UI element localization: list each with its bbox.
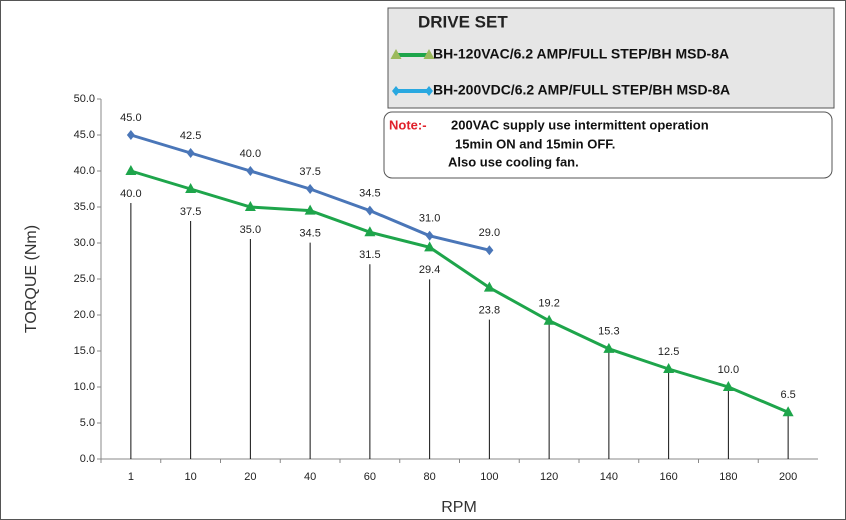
point xyxy=(306,184,315,194)
point xyxy=(185,183,197,193)
note-label: Note:- xyxy=(389,117,427,132)
point xyxy=(392,86,400,96)
data-label: 12.5 xyxy=(658,346,679,358)
point xyxy=(125,165,137,175)
y-tick-label: 15.0 xyxy=(74,345,95,357)
note-line: 200VAC supply use intermittent operation xyxy=(451,117,709,132)
y-axis-title: TORQUE (Nm) xyxy=(23,225,40,333)
data-label: 40.0 xyxy=(240,148,261,160)
point xyxy=(186,148,195,158)
legend-title: DRIVE SET xyxy=(418,12,508,31)
point xyxy=(543,314,555,325)
y-tick-label: 50.0 xyxy=(74,93,95,105)
y-tick-label: 0.0 xyxy=(80,453,95,465)
x-tick-label: 120 xyxy=(540,471,558,483)
point xyxy=(663,363,675,373)
point xyxy=(424,241,436,252)
y-tick-label: 25.0 xyxy=(74,273,95,285)
x-tick-label: 200 xyxy=(779,471,797,483)
y-tick-label: 40.0 xyxy=(74,165,95,177)
point xyxy=(246,166,255,176)
note-line: Also use cooling fan. xyxy=(448,154,579,169)
x-axis-title: RPM xyxy=(441,499,477,516)
data-label: 31.5 xyxy=(359,249,380,261)
point xyxy=(425,230,434,241)
point xyxy=(364,226,376,237)
point xyxy=(423,49,435,59)
data-label: 35.0 xyxy=(240,224,261,236)
note-box xyxy=(383,111,833,179)
point xyxy=(244,201,256,211)
point xyxy=(390,49,402,59)
x-tick-label: 1 xyxy=(128,471,134,483)
y-tick-label: 45.0 xyxy=(74,129,95,141)
data-label: 10.0 xyxy=(718,364,739,376)
x-tick-label: 180 xyxy=(719,471,737,483)
point xyxy=(126,130,135,140)
data-label: 6.5 xyxy=(780,389,795,401)
data-label: 37.5 xyxy=(180,206,201,218)
x-tick-label: 40 xyxy=(304,471,316,483)
point xyxy=(782,406,794,417)
data-label: 45.0 xyxy=(120,112,141,124)
point xyxy=(483,281,495,292)
legend-label: BH-120VAC/6.2 AMP/FULL STEP/BH MSD-8A xyxy=(433,46,729,62)
y-tick-label: 35.0 xyxy=(74,201,95,213)
x-tick-label: 140 xyxy=(600,471,618,483)
data-label: 19.2 xyxy=(538,298,559,310)
data-label: 31.0 xyxy=(419,213,440,225)
x-tick-label: 100 xyxy=(480,471,498,483)
point xyxy=(365,205,374,216)
x-tick-label: 160 xyxy=(659,471,677,483)
legend-label: BH-200VDC/6.2 AMP/FULL STEP/BH MSD-8A xyxy=(433,82,730,98)
data-label: 29.4 xyxy=(419,264,440,276)
data-label: 29.0 xyxy=(479,227,500,239)
y-tick-label: 30.0 xyxy=(74,237,95,249)
data-label: 37.5 xyxy=(299,166,320,178)
series-line xyxy=(130,169,789,414)
point xyxy=(425,86,433,96)
x-tick-label: 80 xyxy=(424,471,436,483)
data-label: 15.3 xyxy=(598,326,619,338)
data-label: 23.8 xyxy=(479,305,500,317)
y-tick-label: 10.0 xyxy=(74,381,95,393)
x-tick-label: 60 xyxy=(364,471,376,483)
point xyxy=(722,381,734,391)
y-tick-label: 5.0 xyxy=(80,417,95,429)
data-label: 40.0 xyxy=(120,188,141,200)
y-tick-label: 20.0 xyxy=(74,309,95,321)
data-label: 42.5 xyxy=(180,130,201,142)
point xyxy=(304,204,316,215)
x-tick-label: 10 xyxy=(185,471,197,483)
data-label: 34.5 xyxy=(359,188,380,200)
data-label: 34.5 xyxy=(299,228,320,240)
point xyxy=(485,245,494,256)
note-line: 15min ON and 15min OFF. xyxy=(455,136,615,151)
point xyxy=(603,342,615,353)
x-tick-label: 20 xyxy=(244,471,256,483)
legend-box xyxy=(387,7,835,109)
